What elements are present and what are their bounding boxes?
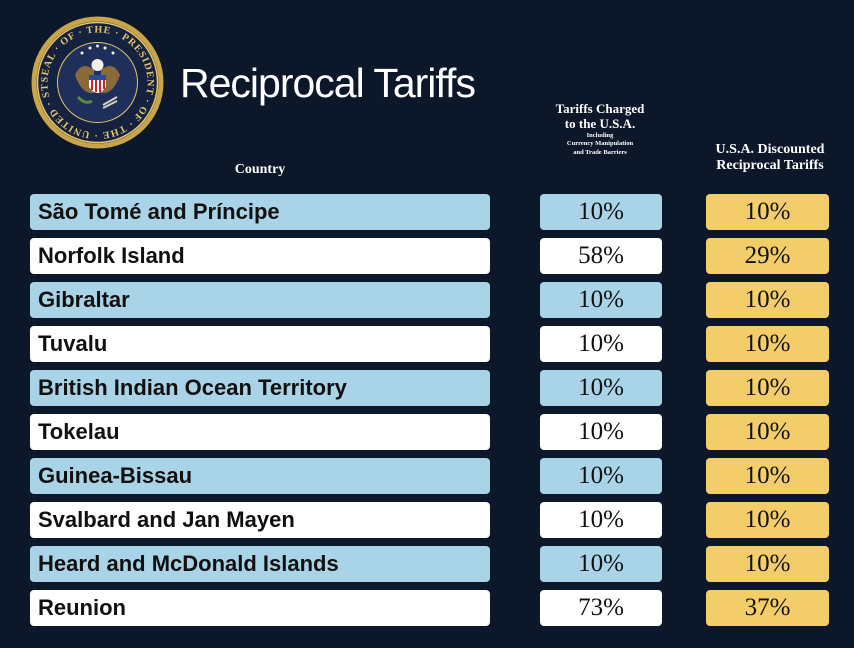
country-cell: Svalbard and Jan Mayen [30,502,490,538]
column-header-reciprocal-tariffs: U.S.A. Discounted Reciprocal Tariffs [690,142,850,174]
tariff-charged-cell: 10% [540,282,662,318]
tariff-charged-cell: 10% [540,502,662,538]
reciprocal-tariff-cell: 10% [706,194,829,230]
header-subline: Including [586,131,614,139]
reciprocal-tariff-cell: 10% [706,370,829,406]
tariff-charged-cell: 10% [540,194,662,230]
country-cell: São Tomé and Príncipe [30,194,490,230]
country-cell: Norfolk Island [30,238,490,274]
header-subline: and Trade Barriers [573,148,627,156]
header-line: U.S.A. Discounted [715,142,825,157]
country-cell: Gibraltar [30,282,490,318]
tariff-charged-cell: 58% [540,238,662,274]
reciprocal-tariff-cell: 10% [706,546,829,582]
country-cell: Heard and McDonald Islands [30,546,490,582]
page-title: Reciprocal Tariffs [180,60,476,106]
reciprocal-tariff-cell: 10% [706,326,829,362]
column-header-tariffs-charged: Tariffs Charged to the U.S.A. Including … [520,101,680,157]
country-cell: Tuvalu [30,326,490,362]
reciprocal-tariff-cell: 29% [706,238,829,274]
presidential-seal-icon: SEAL · OF · THE · PRESIDENT · OF · THE ·… [26,7,165,150]
header-line: Tariffs Charged [555,101,645,116]
reciprocal-tariff-cell: 10% [706,414,829,450]
country-cell: British Indian Ocean Territory [30,370,490,406]
tariff-charged-cell: 10% [540,370,662,406]
tariff-charged-cell: 10% [540,414,662,450]
header-line: Reciprocal Tariffs [716,158,824,174]
tariff-charged-cell: 73% [540,590,662,626]
column-header-country: Country [234,162,286,177]
tariff-charged-cell: 10% [540,458,662,494]
reciprocal-tariff-cell: 37% [706,590,829,626]
country-cell: Reunion [30,590,490,626]
country-cell: Guinea-Bissau [30,458,490,494]
reciprocal-tariff-cell: 10% [706,282,829,318]
tariff-charged-cell: 10% [540,546,662,582]
header-line: to the U.S.A. [564,115,636,131]
header-subline: Currency Manipulation [566,140,634,148]
reciprocal-tariff-cell: 10% [706,502,829,538]
tariff-charged-cell: 10% [540,326,662,362]
reciprocal-tariff-cell: 10% [706,458,829,494]
country-cell: Tokelau [30,414,490,450]
